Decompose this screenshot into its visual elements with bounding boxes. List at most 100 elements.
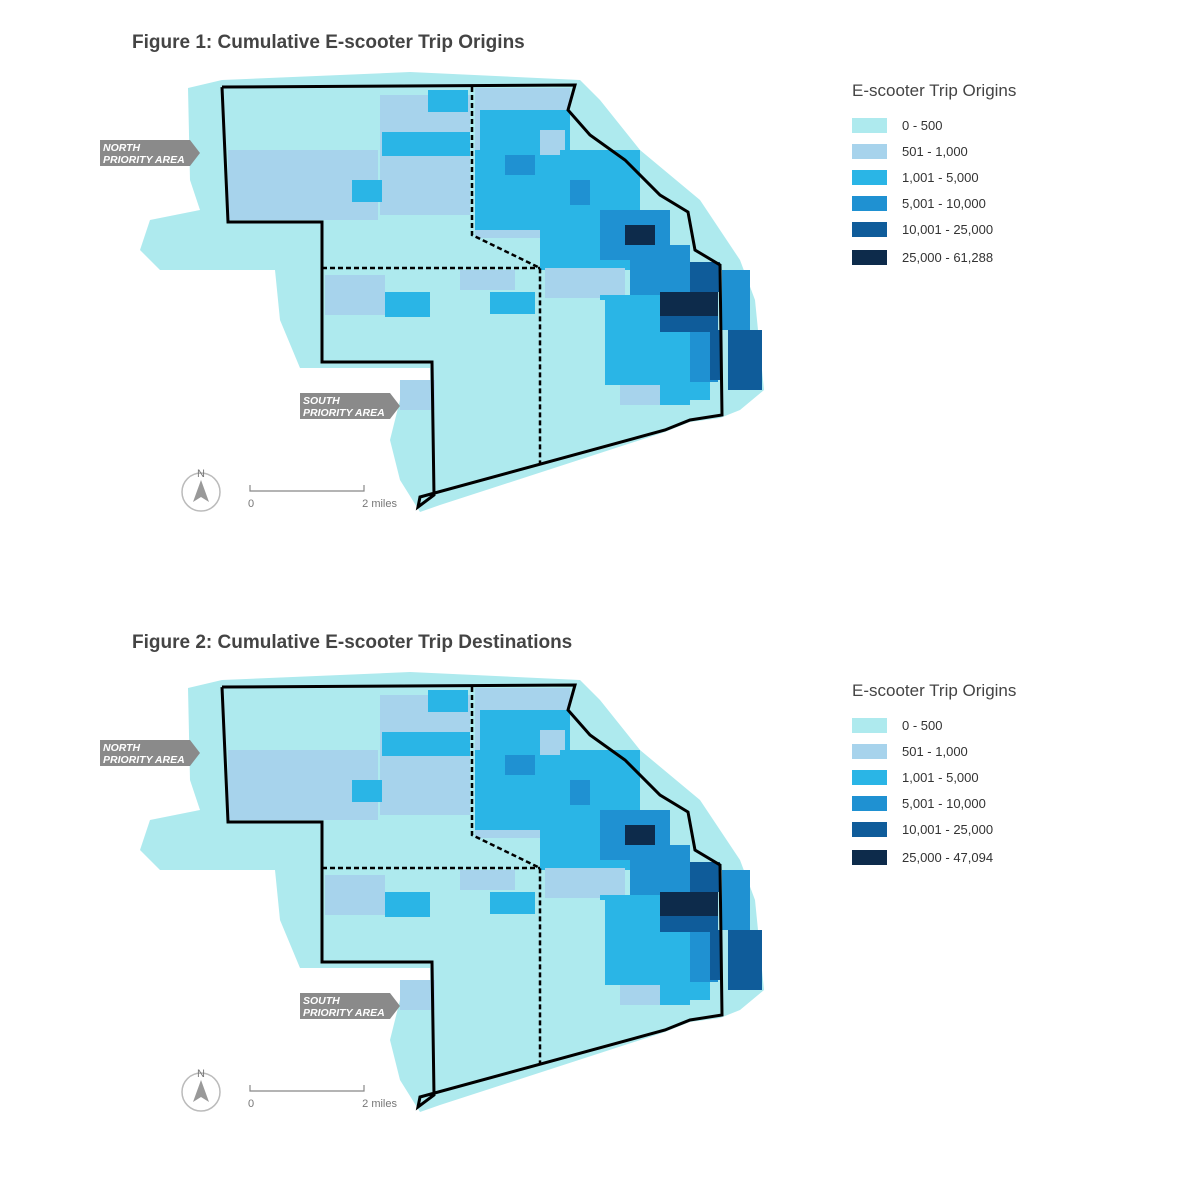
tract [570, 180, 590, 205]
tract [722, 870, 750, 930]
legend-label: 1,001 - 5,000 [902, 170, 979, 185]
boundary [220, 83, 724, 511]
tract [400, 380, 435, 410]
legend-swatch [852, 850, 887, 865]
tract [545, 868, 625, 898]
tract [630, 845, 690, 895]
map [140, 672, 764, 1112]
tract [625, 225, 655, 245]
north-arrow [193, 480, 209, 502]
tract [545, 300, 605, 450]
legend-swatch [852, 222, 887, 237]
tract [690, 862, 720, 892]
legend-label: 25,000 - 61,288 [902, 250, 993, 265]
tract [490, 892, 535, 914]
tract [660, 916, 718, 932]
legend-label: 0 - 500 [902, 118, 942, 133]
legend-swatch [852, 118, 887, 133]
tract [722, 270, 750, 330]
legend-title: E-scooter Trip Origins [852, 81, 1016, 100]
tract [728, 330, 762, 390]
legend-label: 1,001 - 5,000 [902, 770, 979, 785]
figure: Figure 2: Cumulative E-scooter Trip Dest… [100, 632, 1016, 1112]
tract [545, 268, 625, 298]
legend-label: 25,000 - 47,094 [902, 850, 993, 865]
tract [428, 690, 468, 712]
figure-title: Figure 2: Cumulative E-scooter Trip Dest… [132, 632, 572, 653]
area-label: NORTH [103, 742, 141, 754]
tract [385, 292, 430, 317]
tract [728, 930, 762, 990]
legend-swatch [852, 144, 887, 159]
legend-swatch [852, 822, 887, 837]
area-label: NORTH [103, 142, 141, 154]
scale-label: 2 miles [362, 1098, 397, 1110]
area-label: PRIORITY AREA [103, 154, 185, 166]
tract [382, 132, 470, 156]
legend-swatch [852, 196, 887, 211]
area-label-tag [300, 393, 400, 419]
tract [325, 875, 385, 915]
legend-label: 10,001 - 25,000 [902, 222, 993, 237]
divider [470, 687, 542, 1065]
tract [660, 980, 690, 1005]
map [140, 72, 764, 512]
tract [325, 275, 385, 315]
legend-swatch [852, 744, 887, 759]
scale-label: 2 miles [362, 498, 397, 510]
tract [620, 985, 660, 1005]
figure-title: Figure 1: Cumulative E-scooter Trip Orig… [132, 32, 525, 53]
tract [460, 870, 515, 890]
tract [630, 245, 690, 295]
tract [710, 330, 722, 380]
tract [570, 780, 590, 805]
legend-label: 0 - 500 [902, 718, 942, 733]
legend-swatch [852, 250, 887, 265]
legend-label: 10,001 - 25,000 [902, 822, 993, 837]
area-label: PRIORITY AREA [103, 754, 185, 766]
tract [660, 892, 718, 917]
tract [382, 732, 470, 756]
tract [660, 380, 690, 405]
boundary [220, 683, 724, 1111]
tract [690, 262, 720, 292]
tract [540, 225, 600, 270]
scale-label: 0 [248, 498, 254, 510]
tract [505, 755, 535, 775]
tract [490, 292, 535, 314]
tract [385, 892, 430, 917]
legend-swatch [852, 718, 887, 733]
tract [660, 316, 718, 332]
legend-label: 501 - 1,000 [902, 744, 968, 759]
area-label-tag [300, 993, 400, 1019]
tract [352, 180, 382, 202]
tract [620, 385, 660, 405]
north-arrow-label: N [197, 468, 205, 480]
north-arrow [193, 1080, 209, 1102]
scale-bar [249, 1085, 365, 1092]
divider [470, 87, 542, 465]
area-label-tag [100, 740, 200, 766]
scale-bar [249, 485, 365, 492]
north-arrow-label: N [197, 1068, 205, 1080]
area-label: SOUTH [303, 395, 340, 407]
tract [400, 980, 435, 1010]
legend-label: 501 - 1,000 [902, 144, 968, 159]
tract [352, 780, 382, 802]
area-label: PRIORITY AREA [303, 407, 385, 419]
legend-label: 5,001 - 10,000 [902, 796, 986, 811]
area-label-tag [100, 140, 200, 166]
tract [540, 825, 600, 870]
legend-label: 5,001 - 10,000 [902, 196, 986, 211]
figure: Figure 1: Cumulative E-scooter Trip Orig… [100, 32, 1016, 512]
legend-title: E-scooter Trip Origins [852, 681, 1016, 700]
tract [460, 270, 515, 290]
tract [710, 930, 722, 980]
tract [505, 155, 535, 175]
area-label: PRIORITY AREA [303, 1007, 385, 1019]
legend-swatch [852, 770, 887, 785]
area-label: SOUTH [303, 995, 340, 1007]
tract [440, 360, 540, 460]
legend-swatch [852, 796, 887, 811]
